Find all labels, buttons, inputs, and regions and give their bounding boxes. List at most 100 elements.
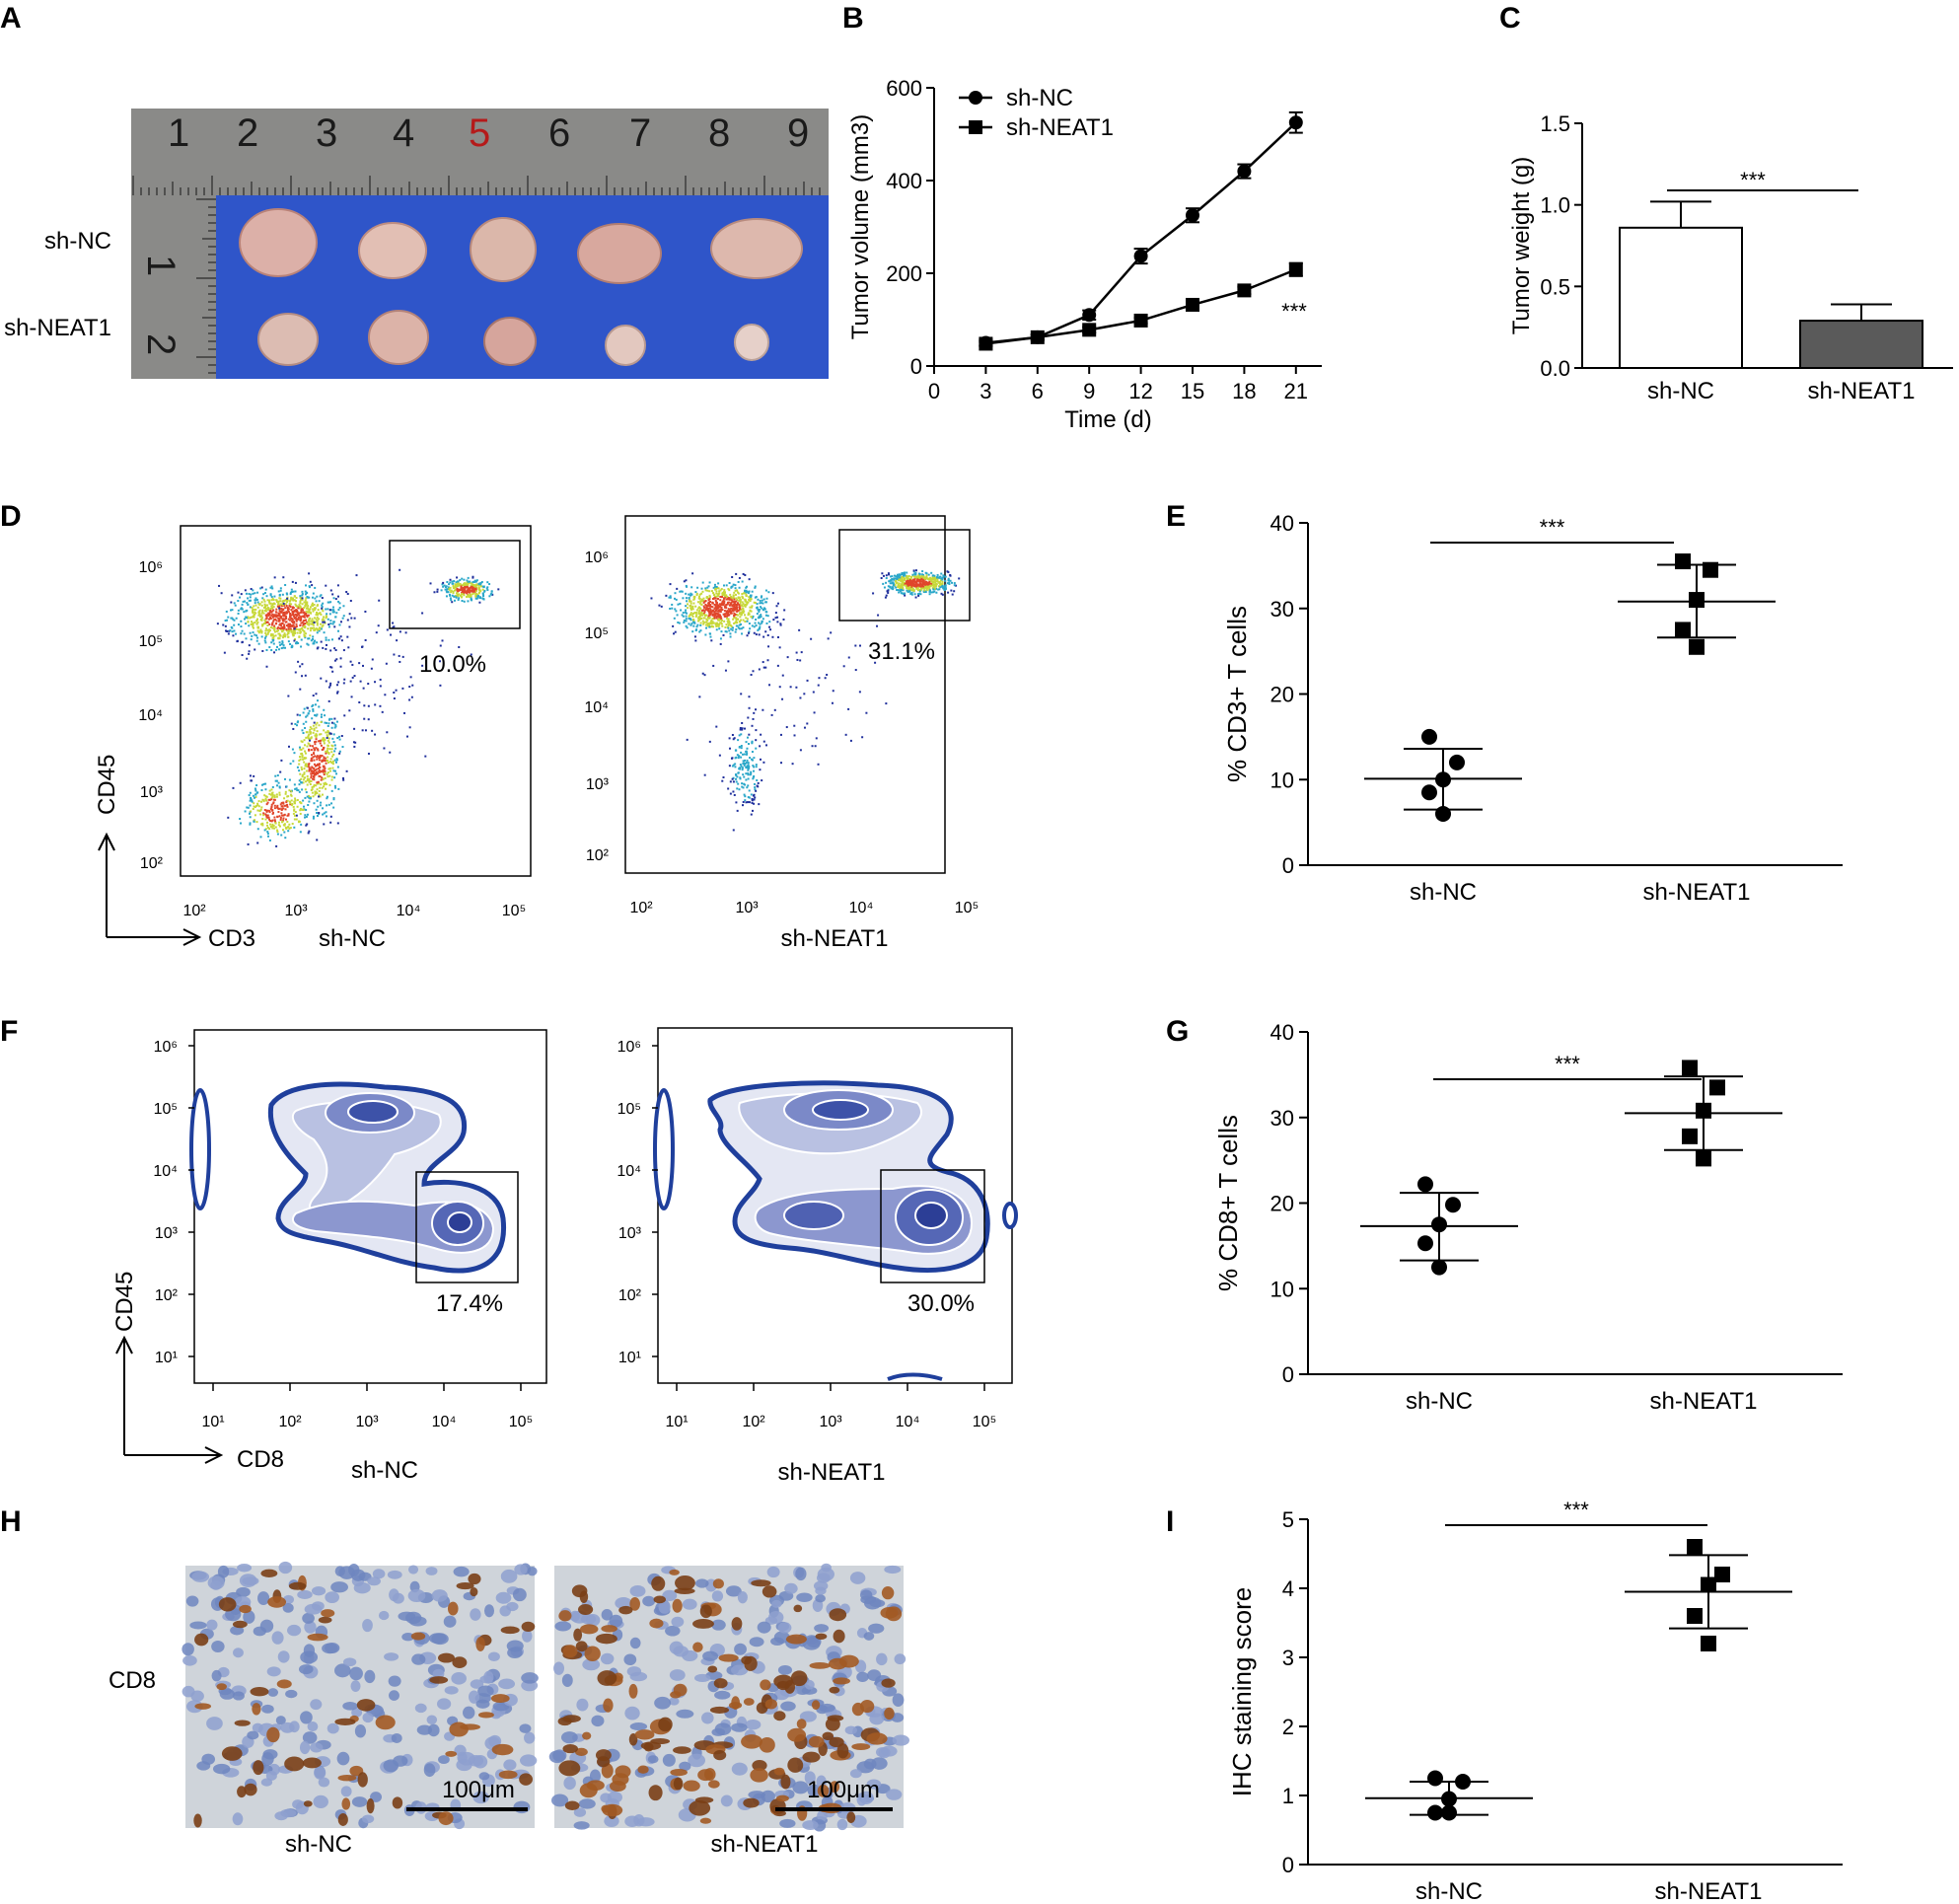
nucleus xyxy=(818,1703,835,1713)
dot xyxy=(313,785,316,788)
dot xyxy=(736,614,739,617)
dot xyxy=(706,622,709,625)
dot xyxy=(297,660,300,663)
dot xyxy=(471,583,473,586)
stained-cell xyxy=(750,1768,768,1783)
dot xyxy=(290,620,293,622)
dot xyxy=(929,589,932,592)
dot xyxy=(262,612,265,615)
dot xyxy=(483,590,486,593)
dot xyxy=(296,611,299,614)
nucleus xyxy=(252,1722,263,1733)
dot xyxy=(276,605,279,608)
dot xyxy=(299,595,302,598)
dot xyxy=(287,632,290,635)
dot xyxy=(348,625,351,628)
dot xyxy=(474,590,477,593)
nucleus xyxy=(478,1772,490,1781)
dot xyxy=(247,621,250,623)
dot xyxy=(730,585,733,588)
dot xyxy=(731,628,734,631)
stained-cell xyxy=(580,1624,599,1635)
dot xyxy=(722,775,725,778)
dot xyxy=(688,597,690,600)
dot xyxy=(270,641,273,644)
dot xyxy=(723,589,726,592)
dot xyxy=(266,831,269,834)
nucleus xyxy=(578,1798,596,1809)
dot xyxy=(314,743,317,746)
dot xyxy=(716,622,719,624)
stained-cell xyxy=(817,1784,830,1797)
dot xyxy=(325,787,327,790)
dot xyxy=(920,577,923,580)
dot xyxy=(904,581,907,584)
stained-cell xyxy=(808,1735,825,1748)
nucleus xyxy=(796,1592,813,1602)
dot xyxy=(254,592,256,595)
dot xyxy=(321,619,324,622)
dot xyxy=(330,751,333,754)
dot xyxy=(709,632,712,635)
dot xyxy=(251,607,254,610)
dot xyxy=(300,777,303,780)
dot xyxy=(315,627,318,630)
dot xyxy=(249,804,252,807)
dot xyxy=(335,759,338,762)
dot xyxy=(249,774,252,777)
dot xyxy=(302,622,305,625)
y-tick-label: 4 xyxy=(1282,1576,1294,1601)
dot xyxy=(914,596,917,599)
dot xyxy=(458,646,461,649)
dot xyxy=(460,596,463,599)
contour xyxy=(291,1100,442,1214)
dot xyxy=(300,740,303,743)
dot xyxy=(325,636,327,639)
dot xyxy=(299,800,302,803)
dot xyxy=(738,576,741,579)
dot xyxy=(474,595,477,598)
nucleus xyxy=(211,1669,222,1682)
dot xyxy=(906,582,908,585)
dot xyxy=(933,576,936,579)
dot xyxy=(307,766,310,769)
nucleus xyxy=(342,1657,357,1667)
dot xyxy=(906,579,908,582)
dot xyxy=(323,740,326,743)
dot xyxy=(460,585,463,588)
dot xyxy=(704,603,707,606)
dot xyxy=(299,772,302,775)
dot xyxy=(278,597,281,600)
dot xyxy=(327,737,330,740)
dot xyxy=(689,608,692,611)
tumor xyxy=(239,208,318,277)
dot xyxy=(942,587,945,590)
dot xyxy=(299,758,302,761)
dot xyxy=(769,628,772,631)
dot xyxy=(745,750,748,753)
dot xyxy=(927,573,930,576)
dot xyxy=(325,643,327,646)
dot xyxy=(326,618,329,621)
stained-cell xyxy=(699,1817,712,1824)
dot xyxy=(279,803,282,806)
dot xyxy=(323,621,326,623)
dot xyxy=(233,602,236,605)
dot xyxy=(316,631,319,634)
dot xyxy=(295,814,298,817)
dot xyxy=(904,592,907,595)
nucleus xyxy=(388,1675,401,1687)
dot xyxy=(258,616,261,619)
stained-cell xyxy=(648,1785,663,1801)
dot xyxy=(253,820,255,823)
dot xyxy=(269,593,272,596)
dot xyxy=(299,631,302,634)
dot xyxy=(298,779,301,782)
dot xyxy=(743,764,746,767)
dot xyxy=(333,776,336,779)
dot xyxy=(729,593,732,596)
dot xyxy=(263,619,266,622)
dot xyxy=(768,621,771,623)
dot xyxy=(393,697,396,700)
dot xyxy=(296,789,299,792)
